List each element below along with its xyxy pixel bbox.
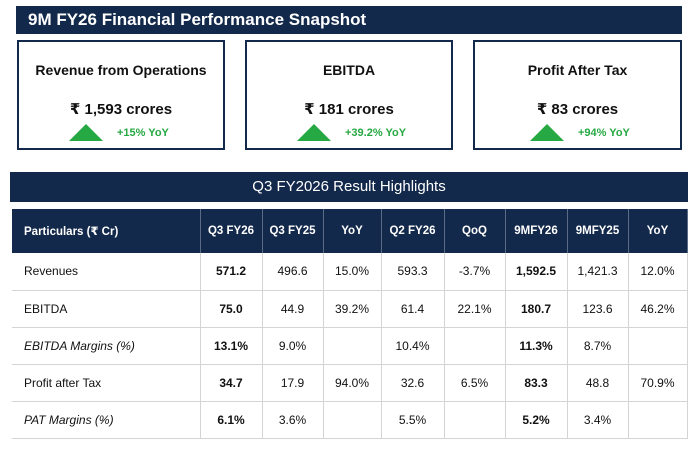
- column-header: Q3 FY26: [200, 209, 263, 253]
- table-cell: [444, 401, 506, 439]
- row-label: Profit after Tax: [12, 364, 201, 402]
- table-cell: 5.5%: [381, 401, 445, 439]
- table-cell: 180.7: [505, 290, 568, 328]
- table-cell: [323, 401, 382, 439]
- table-cell: 75.0: [200, 290, 263, 328]
- row-label: Revenues: [12, 253, 201, 291]
- table-cell: 94.0%: [323, 364, 382, 402]
- table-cell: [323, 327, 382, 365]
- table-header-row: Particulars (₹ Cr) Q3 FY26 Q3 FY25 YoY Q…: [12, 209, 688, 253]
- kpi-growth-text: +39.2% YoY: [345, 126, 407, 139]
- table-cell: [444, 327, 506, 365]
- up-arrow-icon: [297, 124, 331, 141]
- table-cell: -3.7%: [444, 253, 506, 291]
- column-header: 9MFY26: [505, 209, 568, 253]
- table-cell: [628, 401, 688, 439]
- table-cell: 571.2: [200, 253, 263, 291]
- page-title: 9M FY26 Financial Performance Snapshot: [16, 6, 682, 34]
- section-title: Q3 FY2026 Result Highlights: [10, 172, 688, 202]
- kpi-growth: +94% YoY: [530, 124, 630, 141]
- table-cell: 46.2%: [628, 290, 688, 328]
- column-header: Q2 FY26: [381, 209, 445, 253]
- table-cell: 593.3: [381, 253, 445, 291]
- column-header: YoY: [323, 209, 382, 253]
- table-cell: 17.9: [262, 364, 324, 402]
- table-cell: 22.1%: [444, 290, 506, 328]
- table-cell: 34.7: [200, 364, 263, 402]
- table-cell: 39.2%: [323, 290, 382, 328]
- table-cell: 13.1%: [200, 327, 263, 365]
- table-cell: 15.0%: [323, 253, 382, 291]
- up-arrow-icon: [530, 124, 564, 141]
- kpi-growth-text: +94% YoY: [578, 126, 630, 139]
- table-cell: 10.4%: [381, 327, 445, 365]
- kpi-growth: +39.2% YoY: [297, 124, 406, 141]
- kpi-title: Revenue from Operations: [35, 62, 207, 78]
- kpi-value: ₹ 181 crores: [304, 101, 394, 118]
- table-cell: 48.8: [567, 364, 629, 402]
- results-table: Particulars (₹ Cr) Q3 FY26 Q3 FY25 YoY Q…: [12, 209, 688, 439]
- table-cell: 61.4: [381, 290, 445, 328]
- row-label: EBITDA: [12, 290, 201, 328]
- kpi-value: ₹ 1,593 crores: [69, 101, 173, 118]
- kpi-title: Profit After Tax: [527, 62, 628, 78]
- table-cell: 83.3: [505, 364, 568, 402]
- table-row: EBITDA 75.0 44.9 39.2% 61.4 22.1% 180.7 …: [12, 290, 688, 328]
- table-cell: 32.6: [381, 364, 445, 402]
- column-header: Particulars (₹ Cr): [12, 209, 201, 253]
- table-cell: 11.3%: [505, 327, 568, 365]
- table-cell: 8.7%: [567, 327, 629, 365]
- row-label: PAT Margins (%): [12, 401, 201, 439]
- row-label: EBITDA Margins (%): [12, 327, 201, 365]
- kpi-card-pat: Profit After Tax ₹ 83 crores +94% YoY: [473, 40, 682, 150]
- kpi-growth: +15% YoY: [69, 124, 169, 141]
- kpi-growth-text: +15% YoY: [117, 126, 169, 139]
- table-cell: 123.6: [567, 290, 629, 328]
- column-header: Q3 FY25: [262, 209, 324, 253]
- table-cell: 70.9%: [628, 364, 688, 402]
- table-cell: 12.0%: [628, 253, 688, 291]
- table-cell: 5.2%: [505, 401, 568, 439]
- table-cell: 496.6: [262, 253, 324, 291]
- column-header: 9MFY25: [567, 209, 629, 253]
- table-row: EBITDA Margins (%) 13.1% 9.0% 10.4% 11.3…: [12, 327, 688, 365]
- kpi-card-revenue: Revenue from Operations ₹ 1,593 crores +…: [17, 40, 225, 150]
- kpi-value: ₹ 83 crores: [536, 101, 619, 118]
- table-row: Profit after Tax 34.7 17.9 94.0% 32.6 6.…: [12, 364, 688, 402]
- table-cell: 9.0%: [262, 327, 324, 365]
- kpi-title: EBITDA: [322, 62, 376, 78]
- column-header: QoQ: [444, 209, 506, 253]
- table-cell: 1,592.5: [505, 253, 568, 291]
- table-cell: 44.9: [262, 290, 324, 328]
- table-cell: 3.4%: [567, 401, 629, 439]
- table-cell: 6.1%: [200, 401, 263, 439]
- up-arrow-icon: [69, 124, 103, 141]
- table-cell: 6.5%: [444, 364, 506, 402]
- table-cell: 3.6%: [262, 401, 324, 439]
- table-cell: 1,421.3: [567, 253, 629, 291]
- column-header: YoY: [628, 209, 688, 253]
- kpi-card-ebitda: EBITDA ₹ 181 crores +39.2% YoY: [245, 40, 453, 150]
- table-row: Revenues 571.2 496.6 15.0% 593.3 -3.7% 1…: [12, 253, 688, 291]
- table-cell: [628, 327, 688, 365]
- table-row: PAT Margins (%) 6.1% 3.6% 5.5% 5.2% 3.4%: [12, 401, 688, 439]
